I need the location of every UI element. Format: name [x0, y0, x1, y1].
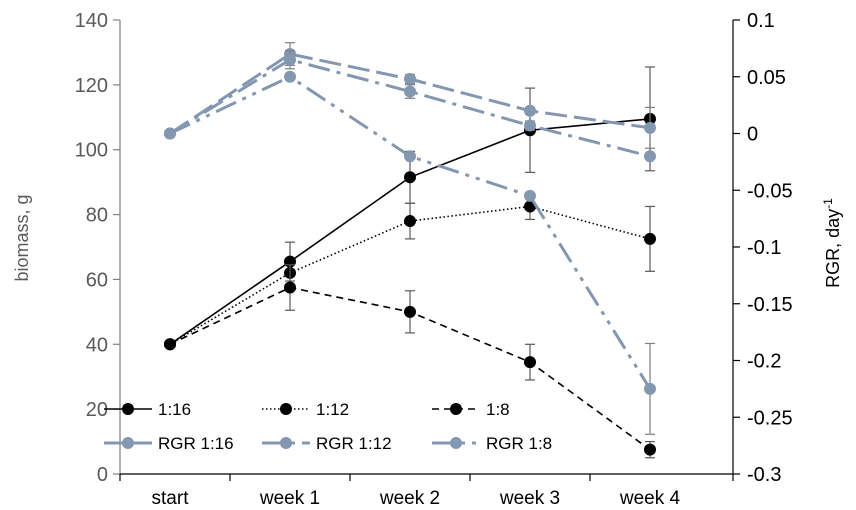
data-point: [524, 189, 536, 202]
data-point: [404, 171, 416, 184]
data-point: [404, 305, 416, 318]
series-line: [169, 58, 651, 158]
legend-entry: RGR 1:16: [104, 434, 234, 453]
data-point: [644, 121, 656, 134]
series: [164, 42, 656, 459]
data-point: [284, 70, 296, 83]
legend-label: RGR 1:16: [158, 434, 234, 453]
right-y-tick-label: -0.25: [747, 407, 793, 429]
series-rgr-1-8: [164, 70, 656, 435]
data-point: [524, 356, 536, 369]
left-y-tick-label: 40: [86, 334, 108, 356]
legend-swatch-marker: [280, 437, 292, 449]
right-y-axis-ticks: -0.3 -0.25 -0.2 -0.15 -0.1 -0.05 0 0.05 0.1: [733, 10, 793, 486]
legend-label: 1:8: [486, 400, 510, 419]
data-point: [644, 382, 656, 395]
legend-swatch-marker: [122, 437, 134, 449]
left-y-tick-label: 60: [86, 269, 108, 291]
legend-swatch-marker: [280, 403, 292, 415]
legend-entry: 1:12: [262, 400, 349, 419]
axes: [119, 20, 734, 475]
data-point: [404, 150, 416, 163]
x-tick-label: week 1: [259, 488, 320, 509]
right-y-tick-label: -0.05: [747, 180, 793, 202]
x-tick-label: week 2: [379, 488, 440, 509]
legend-swatch-marker: [450, 403, 462, 415]
right-y-tick-label: 0.05: [747, 67, 786, 89]
right-y-tick-label: -0.3: [747, 464, 781, 486]
legend-label: RGR 1:8: [486, 434, 552, 453]
data-point: [164, 127, 176, 140]
legend-label: RGR 1:12: [316, 434, 392, 453]
data-point: [404, 73, 416, 86]
left-y-tick-label: 140: [75, 10, 108, 32]
series-1-8: [164, 264, 656, 459]
legend-swatch-marker: [450, 437, 462, 449]
data-point: [404, 215, 416, 228]
legend: 1:16 1:12 1:8 RGR 1:16 RGR 1:12 RGR 1:8: [104, 400, 552, 453]
data-point: [644, 150, 656, 163]
data-point: [164, 338, 176, 351]
right-y-tick-label: 0.1: [747, 10, 775, 32]
data-point: [644, 232, 656, 245]
right-y-tick-label: -0.1: [747, 237, 781, 259]
left-y-tick-label: 100: [75, 140, 108, 162]
right-y-tick-label: -0.15: [747, 294, 793, 316]
right-y-tick-label: -0.2: [747, 351, 781, 373]
data-point: [524, 104, 536, 117]
legend-entry: RGR 1:8: [432, 434, 552, 453]
legend-swatch-marker: [122, 403, 134, 415]
left-y-axis-ticks: 0 20 40 60 80 100 120 140: [75, 10, 120, 486]
legend-label: 1:16: [158, 400, 191, 419]
left-y-axis-label: biomass, g: [12, 194, 32, 281]
left-y-tick-label: 20: [86, 399, 108, 421]
x-tick-label: week 3: [499, 488, 560, 509]
data-point: [404, 85, 416, 98]
left-y-tick-label: 120: [75, 75, 108, 97]
data-point: [284, 53, 296, 66]
right-y-axis-label: RGR, day-1: [821, 198, 843, 288]
x-axis-ticks: start week 1 week 2 week 3 week 4: [119, 474, 734, 509]
right-y-tick-label: 0: [747, 124, 758, 146]
data-point: [284, 281, 296, 294]
x-tick-label: week 4: [619, 488, 681, 509]
legend-entry: 1:16: [104, 400, 191, 419]
legend-entry: 1:8: [432, 400, 510, 419]
series-1-12: [164, 192, 656, 351]
data-point: [644, 443, 656, 456]
legend-entry: RGR 1:12: [262, 434, 392, 453]
data-point: [524, 119, 536, 132]
left-y-tick-label: 0: [97, 464, 108, 486]
x-tick-label: start: [152, 488, 190, 509]
series-rgr-1-12: [164, 50, 656, 163]
left-y-tick-label: 80: [86, 205, 108, 227]
series-line: [169, 205, 651, 345]
legend-label: 1:12: [316, 400, 349, 419]
